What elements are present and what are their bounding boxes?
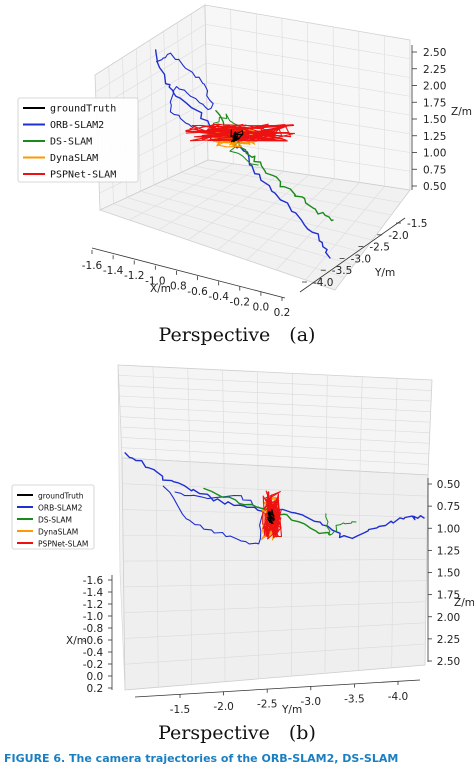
tick-label: -4.0	[388, 691, 409, 703]
tick-label: 0.2	[274, 307, 291, 319]
caption-a: Perspective (a)	[0, 320, 474, 347]
tick-label: 1.75	[423, 97, 446, 109]
tick-label: -1.5	[407, 218, 428, 230]
tick-label: 1.50	[437, 568, 460, 580]
tick-label: -0.2	[83, 659, 104, 671]
tick-label: 1.00	[437, 523, 460, 535]
tick-label: -1.2	[124, 270, 145, 282]
tick-label: -0.8	[83, 623, 104, 635]
tick-label: 1.50	[423, 114, 446, 126]
tick-label: -2.0	[388, 230, 409, 242]
legend-label-ds-slam: DS-SLAM	[50, 137, 92, 148]
tick-label: 2.00	[437, 612, 460, 624]
tick-label: -2.5	[369, 242, 390, 254]
figure-caption: FIGURE 6. The camera trajectories of the…	[4, 752, 474, 765]
floor-b	[122, 458, 428, 690]
tick-label: -1.6	[83, 575, 104, 587]
tick-label: -2.5	[257, 699, 278, 711]
tick-label: -1.2	[83, 599, 104, 611]
z-ticks-b: 0.500.751.001.251.501.752.002.252.50	[428, 479, 460, 668]
y-axis-label-a: Y/m	[374, 267, 395, 279]
tick-label: 0.50	[423, 181, 446, 193]
legend-label-orb-slam2: ORB-SLAM2	[50, 120, 104, 131]
tick-label: -1.0	[83, 611, 104, 623]
y-axis-label-b: Y/m	[281, 704, 302, 716]
z-ticks-a: 2.50 2.25 2.00 1.75 1.50 1.25 1.00 0.75 0.50	[412, 47, 446, 193]
legend-label-pspnet-slam: PSPNet-SLAM	[50, 170, 116, 181]
tick-label: 0.50	[437, 479, 460, 491]
legend-label-pspnet-slam: PSPNet-SLAM	[38, 540, 88, 549]
tick-label: 2.00	[423, 81, 446, 93]
tick-label: 0.75	[423, 164, 446, 176]
tick-label: -2.0	[213, 701, 234, 713]
tick-label: -0.4	[83, 647, 104, 659]
legend-a: groundTruth ORB-SLAM2 DS-SLAM DynaSLAM PSPNe…	[18, 98, 138, 182]
x-axis-label-b: X/m	[66, 635, 87, 647]
legend-label-groundtruth: groundTruth	[38, 492, 84, 501]
legend-b: groundTruth ORB-SLAM2 DS-SLAM DynaSLAM PSPNe…	[12, 485, 94, 549]
x-ticks-b: -1.6-1.4-1.2-1.0-0.8-0.6-0.4-0.20.00.2	[83, 575, 112, 695]
z-axis-label-b: Z/m	[454, 597, 474, 609]
tick-label: -3.5	[332, 265, 353, 277]
tick-label: 2.50	[437, 656, 460, 668]
tick-label: 0.0	[253, 302, 270, 314]
legend-label-dynaslam: DynaSLAM	[38, 528, 78, 537]
tick-label: 0.0	[86, 671, 103, 683]
tick-label: -1.6	[82, 260, 103, 272]
z-axis-label-a: Z/m	[451, 106, 472, 118]
tick-label: -0.2	[230, 296, 251, 308]
tick-label: 2.25	[423, 64, 446, 76]
tick-label: -3.0	[351, 253, 372, 265]
x-axis-label-a: X/m	[150, 283, 171, 295]
legend-label-groundtruth: groundTruth	[50, 104, 116, 115]
tick-label: 1.25	[423, 131, 446, 143]
tick-label: -0.4	[208, 291, 229, 303]
tick-label: -1.4	[83, 587, 104, 599]
tick-label: 2.50	[423, 47, 446, 59]
tick-label: -1.5	[170, 704, 191, 716]
legend-label-ds-slam: DS-SLAM	[38, 516, 72, 525]
legend-label-orb-slam2: ORB-SLAM2	[38, 504, 83, 513]
tick-label: -1.4	[103, 265, 124, 277]
caption-b: Perspective (b)	[0, 718, 474, 745]
tick-label: -4.0	[313, 277, 334, 289]
tick-label: -3.0	[301, 696, 322, 708]
tick-label: 0.75	[437, 501, 460, 513]
tick-label: -3.5	[344, 693, 365, 705]
tick-label: -0.6	[187, 286, 208, 298]
tick-label: 1.25	[437, 545, 460, 557]
tick-label: 1.00	[423, 148, 446, 160]
chart-panel-b: -1.6-1.4-1.2-1.0-0.8-0.6-0.4-0.20.00.2 -…	[12, 365, 474, 716]
tick-label: 0.2	[86, 683, 103, 695]
tick-label: 2.25	[437, 634, 460, 646]
legend-label-dynaslam: DynaSLAM	[50, 153, 98, 164]
